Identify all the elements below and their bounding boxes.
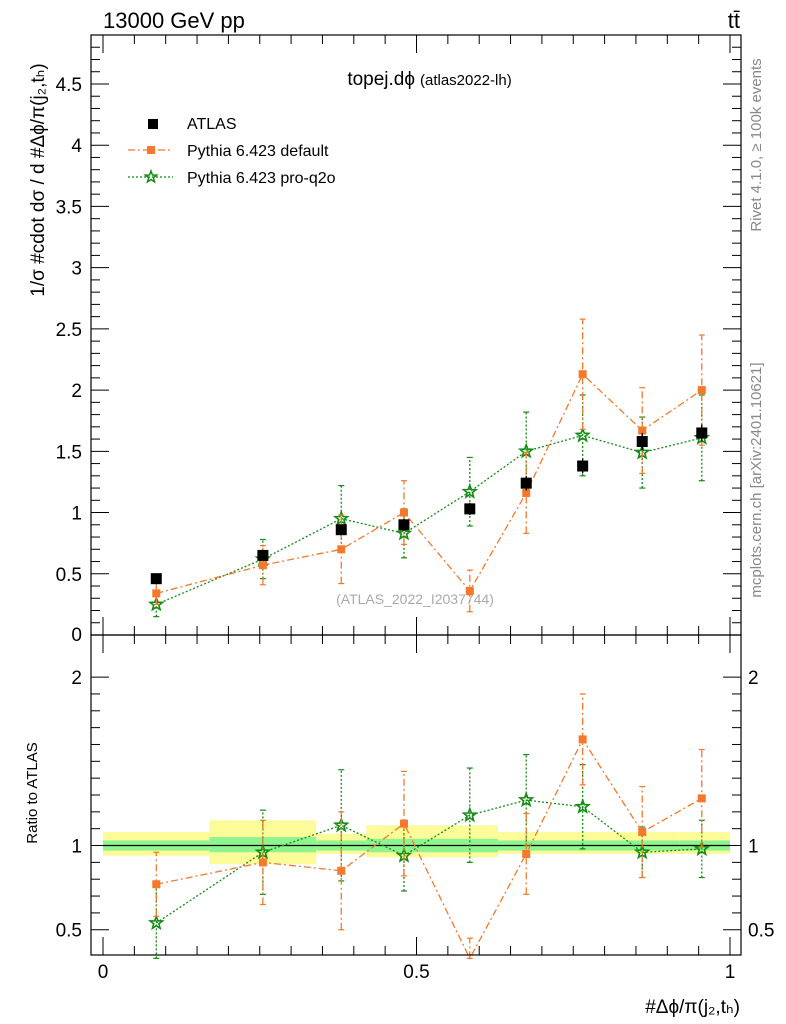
legend-proq2o-label: Pythia 6.423 pro-q2o — [187, 170, 336, 187]
legend-atlas-label: ATLAS — [187, 116, 237, 133]
ratio-proq2o-point — [574, 798, 591, 814]
main-default-point — [258, 561, 267, 570]
main-atlas-point — [335, 524, 347, 536]
ratio-ticks: 0.5 0.5 1 1 2 2 0 0.5 1 — [56, 635, 774, 983]
ratio-ytick-label-left: 1 — [71, 837, 82, 858]
ratio-bands — [103, 820, 730, 865]
legend-proq2o-marker — [143, 168, 159, 184]
ratio-proq2o-point — [147, 914, 165, 931]
legend-atlas-marker — [148, 119, 158, 129]
ratio-frame — [90, 634, 742, 956]
main-atlas-point — [150, 573, 162, 585]
main-default-line — [156, 373, 703, 595]
main-ytick-label: 2.5 — [56, 320, 82, 341]
ratio-proq2o-line — [155, 799, 702, 924]
main-default-point — [399, 508, 408, 517]
ratio-default-point — [399, 819, 408, 828]
main-ytick-label: 4.5 — [56, 75, 82, 96]
rivet-version-label: Rivet 4.1.0, ≥ 100k events — [748, 58, 765, 231]
main-proq2o-point — [461, 482, 479, 499]
process-label: tt̄ — [728, 8, 740, 33]
ratio-default-point — [522, 849, 531, 858]
main-default-point — [522, 488, 531, 497]
ratio-panel: 0.5 0.5 1 1 2 2 0 0.5 1 Ratio to ATLAS #Δϕ/π(j₂,… — [24, 634, 774, 1018]
ratio-ytick-label-left: 0.5 — [56, 921, 82, 942]
main-panel: topej.dϕ (atlas2022-lh) 1/σ #cdot dσ / d… — [28, 34, 742, 646]
ratio-ytick-label-right: 1 — [748, 837, 759, 858]
main-ytick-label: 3 — [71, 259, 82, 280]
mcplots-credit-label: mcplots.cern.ch [arXiv:2401.10621] — [748, 362, 765, 597]
main-proq2o-point — [147, 595, 165, 612]
legend: ATLAS Pythia 6.423 default Pythia 6.423 … — [128, 116, 336, 187]
main-atlas-point — [636, 436, 648, 448]
main-default-point — [697, 386, 706, 395]
main-ytick-label: 1 — [71, 504, 82, 525]
ratio-default-point — [258, 858, 267, 867]
main-proq2o-point — [395, 524, 413, 541]
main-subtitle: (atlas2022-lh) — [420, 72, 512, 89]
xtick-label: 0.5 — [403, 962, 429, 983]
ratio-series — [147, 693, 711, 960]
main-ytick-label: 2 — [71, 381, 82, 402]
ratio-default-point — [638, 828, 647, 837]
main-atlas-point — [464, 503, 476, 515]
main-atlas-point — [398, 519, 410, 531]
main-ytick-label-zero: 0 — [71, 625, 82, 646]
main-proq2o-line — [156, 434, 702, 605]
ratio-proq2o-point — [633, 843, 651, 860]
main-series — [147, 318, 711, 618]
main-title: topej.dϕ — [347, 69, 415, 90]
main-ylabel: 1/σ #cdot dσ / d #Δϕ/π(j₂,tₕ) — [28, 63, 49, 296]
ratio-proq2o-point — [461, 806, 479, 823]
ratio-ytick-label-left: 2 — [71, 668, 82, 689]
ratio-proq2o-point — [693, 840, 711, 857]
main-proq2o-point — [574, 426, 591, 443]
ratio-proq2o-point — [517, 791, 535, 808]
main-ytick-label: 3.5 — [56, 197, 82, 218]
main-default-point — [465, 586, 474, 595]
xtick-label: 0 — [98, 962, 109, 983]
main-ticks: 0.5 1 1.5 2 2.5 3 3.5 4 4.5 0 — [56, 34, 741, 646]
main-default-point — [578, 370, 587, 379]
main-atlas-point — [257, 549, 269, 561]
main-default-point — [152, 589, 161, 598]
ratio-ytick-label-right: 2 — [748, 668, 759, 689]
energy-label: 13000 GeV pp — [103, 8, 245, 33]
main-atlas-point — [696, 427, 708, 439]
main-ytick-label: 1.5 — [56, 442, 82, 463]
ratio-default-point — [152, 880, 161, 889]
main-atlas-point — [577, 460, 589, 472]
ratio-ylabel: Ratio to ATLAS — [24, 742, 41, 843]
main-ytick-label: 4 — [71, 136, 82, 157]
main-ytick-label: 0.5 — [56, 565, 82, 586]
analysis-watermark: (ATLAS_2022_I2037744) — [336, 591, 494, 607]
main-atlas-point — [520, 477, 532, 489]
ratio-default-point — [337, 866, 346, 875]
ratio-ytick-label-right: 0.5 — [748, 921, 774, 942]
main-default-point — [337, 545, 346, 554]
ratio-default-point — [578, 735, 587, 744]
main-default-point — [638, 426, 647, 435]
legend-default-label: Pythia 6.423 default — [187, 143, 329, 160]
x-axis-label: #Δϕ/π(j₂,tₕ) — [645, 997, 740, 1018]
xtick-label: 1 — [725, 962, 736, 983]
legend-default-marker — [147, 146, 155, 154]
ratio-default-point — [697, 794, 706, 803]
